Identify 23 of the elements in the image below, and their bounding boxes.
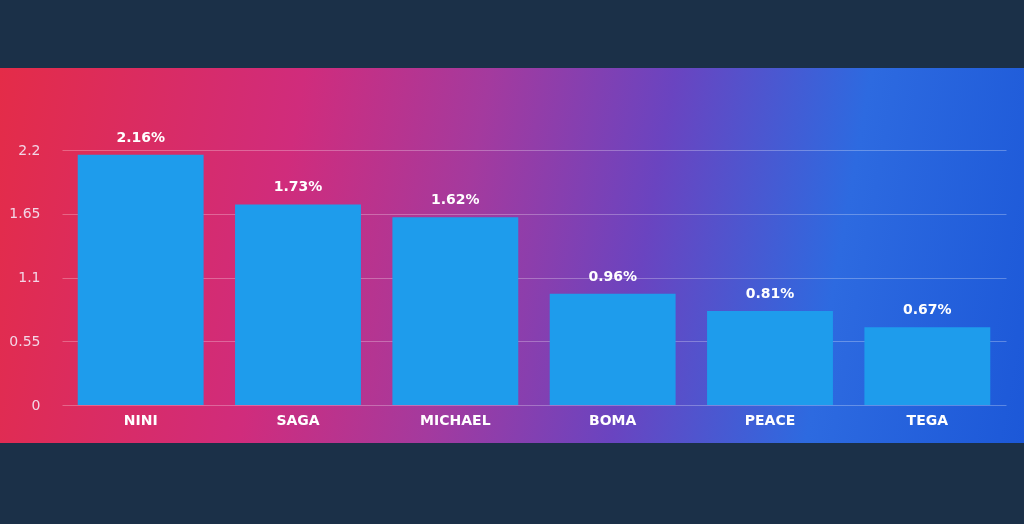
y-tick-label: 2.2 (18, 141, 41, 158)
y-tick-label: 0 (31, 396, 41, 413)
y-tick-label: 0.55 (9, 332, 41, 349)
x-tick-label: MICHAEL (420, 411, 491, 428)
x-tick-label: NINI (123, 411, 158, 428)
x-tick-label: TEGA (906, 411, 949, 428)
bar (235, 204, 361, 405)
x-tick-label: BOMA (588, 411, 637, 428)
bar (549, 293, 676, 405)
bar (392, 217, 519, 405)
data-label: 2.16% (116, 128, 165, 145)
y-tick-label: 1.65 (9, 205, 41, 222)
y-tick-label: 1.1 (18, 269, 41, 285)
bar (77, 154, 204, 405)
bar (864, 327, 991, 405)
data-label: 1.62% (431, 191, 480, 208)
data-label: 0.67% (903, 301, 952, 318)
data-label: 0.81% (745, 285, 795, 302)
x-tick-label: PEACE (744, 411, 796, 428)
x-tick-label: SAGA (276, 411, 320, 428)
bar (707, 311, 833, 405)
data-label: 0.96% (588, 267, 637, 284)
data-label: 1.73% (273, 178, 323, 195)
